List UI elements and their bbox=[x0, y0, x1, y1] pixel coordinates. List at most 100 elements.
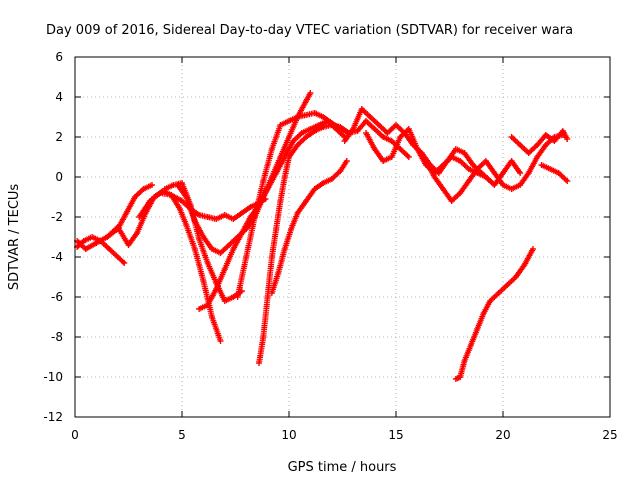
data-point bbox=[230, 216, 237, 222]
data-point bbox=[440, 162, 447, 168]
data-point bbox=[491, 170, 498, 176]
data-point bbox=[183, 222, 190, 228]
data-point bbox=[452, 376, 459, 382]
data-point bbox=[350, 126, 357, 132]
data-point bbox=[264, 294, 271, 300]
data-point bbox=[89, 234, 96, 240]
series-track-3 bbox=[104, 188, 224, 344]
y-tick-label: -12 bbox=[43, 410, 63, 424]
data-point bbox=[273, 170, 280, 176]
data-point bbox=[521, 262, 528, 268]
data-point bbox=[277, 198, 284, 204]
y-axis-label: SDTVAR / TECUs bbox=[7, 184, 22, 291]
data-point bbox=[405, 126, 412, 132]
data-point bbox=[204, 214, 211, 220]
data-point bbox=[140, 186, 147, 192]
data-point bbox=[196, 306, 203, 312]
data-point bbox=[131, 194, 138, 200]
data-point bbox=[179, 198, 185, 204]
data-point bbox=[176, 206, 183, 212]
data-point bbox=[371, 126, 378, 132]
data-point bbox=[500, 170, 506, 176]
data-point bbox=[500, 182, 506, 188]
data-point bbox=[363, 130, 369, 136]
data-point bbox=[508, 158, 515, 164]
data-point bbox=[508, 186, 515, 192]
data-point bbox=[200, 234, 207, 240]
data-point bbox=[125, 242, 132, 248]
data-point bbox=[260, 334, 267, 340]
data-point bbox=[80, 238, 87, 244]
data-point bbox=[93, 240, 100, 246]
y-tick-label: -6 bbox=[51, 290, 63, 304]
data-point bbox=[243, 254, 250, 260]
data-point bbox=[213, 216, 220, 222]
data-point bbox=[288, 226, 295, 232]
data-point bbox=[358, 106, 365, 112]
data-point bbox=[174, 182, 181, 188]
data-point bbox=[149, 182, 155, 188]
data-point bbox=[393, 122, 399, 128]
data-point bbox=[196, 236, 203, 242]
y-tick-label: -2 bbox=[51, 210, 63, 224]
data-point bbox=[294, 142, 301, 148]
data-point bbox=[530, 246, 536, 252]
data-point bbox=[517, 182, 524, 188]
data-point bbox=[495, 290, 502, 296]
data-point bbox=[371, 146, 378, 152]
data-point bbox=[161, 186, 168, 192]
data-point bbox=[461, 358, 468, 364]
data-point bbox=[343, 158, 350, 164]
data-point bbox=[559, 128, 566, 134]
data-point bbox=[256, 360, 262, 366]
data-point bbox=[290, 138, 297, 144]
series-track-13 bbox=[414, 132, 566, 204]
data-point bbox=[303, 98, 310, 104]
data-point bbox=[268, 290, 275, 296]
data-point bbox=[104, 234, 111, 240]
data-point bbox=[363, 118, 369, 124]
y-tick-label: -8 bbox=[51, 330, 63, 344]
data-point bbox=[82, 246, 89, 252]
series-track-9 bbox=[256, 122, 352, 366]
data-point bbox=[157, 190, 164, 196]
data-point bbox=[423, 158, 429, 164]
data-point bbox=[465, 178, 472, 184]
data-point bbox=[264, 186, 271, 192]
data-point bbox=[238, 210, 245, 216]
y-tick-label: -10 bbox=[43, 370, 63, 384]
data-point bbox=[480, 310, 487, 316]
data-point bbox=[136, 214, 143, 220]
data-point bbox=[547, 166, 554, 172]
data-point bbox=[268, 146, 275, 152]
data-point bbox=[260, 178, 267, 184]
data-point bbox=[209, 246, 215, 252]
x-tick-label: 25 bbox=[602, 428, 617, 442]
data-point bbox=[367, 114, 374, 120]
data-point bbox=[307, 90, 314, 96]
data-point bbox=[191, 218, 198, 224]
series-line bbox=[268, 158, 350, 296]
data-point bbox=[397, 146, 404, 152]
data-point bbox=[204, 302, 211, 308]
y-tick-label: -4 bbox=[51, 250, 63, 264]
data-point bbox=[564, 178, 571, 184]
data-point bbox=[286, 134, 292, 140]
data-point bbox=[542, 142, 549, 148]
data-point bbox=[341, 138, 348, 144]
data-point bbox=[294, 210, 301, 216]
data-point bbox=[196, 212, 203, 218]
chart-title: Day 009 of 2016, Sidereal Day-to-day VTE… bbox=[46, 23, 573, 38]
data-point bbox=[384, 130, 391, 136]
data-point bbox=[482, 174, 489, 180]
data-point bbox=[146, 198, 153, 204]
data-point bbox=[134, 230, 141, 236]
data-point bbox=[179, 180, 185, 186]
data-point bbox=[238, 230, 245, 236]
data-point bbox=[517, 170, 524, 176]
data-point bbox=[234, 294, 241, 300]
data-point bbox=[457, 374, 464, 380]
series-track-15 bbox=[538, 162, 571, 184]
